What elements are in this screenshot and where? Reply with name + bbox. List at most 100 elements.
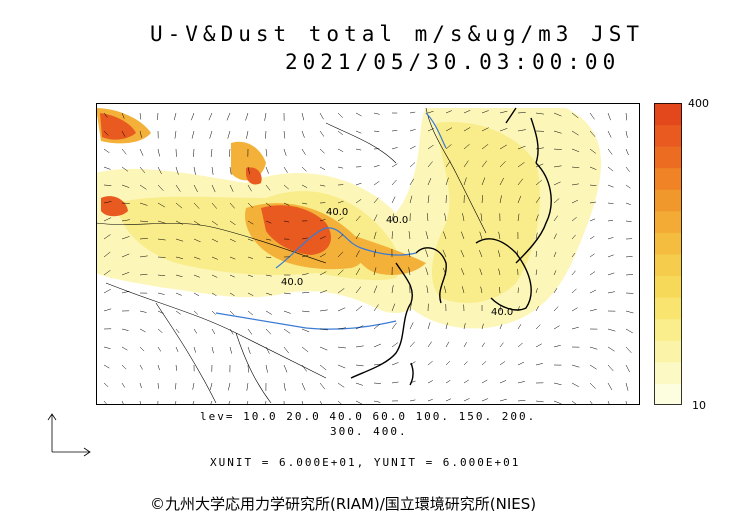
wind-vector xyxy=(499,161,506,168)
wind-vector xyxy=(265,364,268,373)
wind-vector xyxy=(463,398,470,402)
wind-vector xyxy=(427,322,431,330)
wind-vector xyxy=(427,177,432,186)
wind-vector xyxy=(391,362,399,366)
wind-vector xyxy=(445,127,453,132)
wind-vector xyxy=(445,144,452,150)
wind-vector xyxy=(480,213,483,222)
wind-vector xyxy=(229,220,236,226)
wind-vector xyxy=(247,166,251,175)
wind-vector xyxy=(319,364,327,371)
wind-vector xyxy=(442,267,447,276)
wind-vector xyxy=(247,274,254,277)
wind-vector xyxy=(499,110,508,114)
wind-vector xyxy=(229,166,232,175)
contour-label: 40.0 xyxy=(281,277,303,288)
wind-vector xyxy=(442,249,447,258)
wind-vector xyxy=(121,166,129,172)
wind-vector xyxy=(535,306,539,312)
vector-units: XUNIT = 6.000E+01, YUNIT = 6.000E+01 xyxy=(210,456,521,469)
wind-vector xyxy=(139,255,148,258)
wind-vector xyxy=(373,231,377,240)
wind-vector xyxy=(443,231,447,240)
wind-vector xyxy=(157,292,165,295)
wind-vector xyxy=(355,130,362,134)
wind-vector xyxy=(355,382,363,386)
wind-vector xyxy=(121,219,130,222)
wind-vector xyxy=(409,129,416,132)
wind-vector xyxy=(301,292,310,294)
wind-vector xyxy=(193,184,198,193)
wind-vector xyxy=(139,112,142,120)
wind-vector xyxy=(103,251,111,258)
wind-vector xyxy=(481,110,489,114)
wind-vector xyxy=(373,343,382,348)
wind-vector xyxy=(589,218,596,222)
wind-vector xyxy=(445,380,451,384)
wind-vector xyxy=(553,400,562,405)
wind-vector xyxy=(191,112,195,121)
wind-vector xyxy=(481,177,486,186)
wind-vector xyxy=(337,234,344,240)
wind-vector xyxy=(103,382,109,388)
wind-vector xyxy=(499,305,501,312)
wind-vector xyxy=(589,308,597,312)
wind-vector xyxy=(409,145,416,150)
wind-vector xyxy=(625,346,632,353)
wind-vector xyxy=(337,130,344,136)
wind-vector xyxy=(265,292,273,296)
wind-vector xyxy=(139,400,141,405)
wind-vector xyxy=(157,238,166,241)
wind-vector xyxy=(481,398,489,402)
wind-vector xyxy=(445,341,450,348)
wind-vector xyxy=(460,249,465,258)
wind-vector xyxy=(175,310,181,315)
wind-vector xyxy=(463,177,467,186)
wind-vector xyxy=(445,360,451,366)
contour-label: 40.0 xyxy=(491,307,513,318)
wind-vector xyxy=(355,215,361,222)
wind-vector xyxy=(265,220,272,224)
wind-vector xyxy=(193,310,199,315)
wind-vector xyxy=(175,346,179,352)
wind-vector xyxy=(319,290,328,294)
colorbar xyxy=(654,103,682,405)
dust-plume xyxy=(96,108,601,329)
wind-vector xyxy=(481,342,485,348)
wind-vector xyxy=(373,400,381,403)
wind-vector xyxy=(535,163,544,168)
wind-vector xyxy=(427,161,433,168)
wind-vector xyxy=(409,178,414,186)
wind-vector xyxy=(103,166,111,170)
wind-vector xyxy=(409,303,412,312)
wind-vector xyxy=(499,286,501,294)
wind-vector xyxy=(607,254,614,258)
wind-vector xyxy=(535,288,538,294)
wind-vector xyxy=(355,112,362,117)
wind-vector xyxy=(443,285,447,294)
wind-vector xyxy=(625,310,634,314)
wind-vector xyxy=(175,238,184,242)
wind-vector xyxy=(210,148,213,157)
wind-vector xyxy=(301,382,306,391)
wind-vector xyxy=(517,381,525,384)
wind-vector xyxy=(481,361,487,366)
colorbar-step xyxy=(654,189,682,212)
wind-vector xyxy=(337,269,344,276)
wind-vector xyxy=(157,328,163,333)
wind-vector xyxy=(319,148,325,154)
wind-vector xyxy=(319,112,324,120)
wind-vector xyxy=(444,213,447,222)
wind-vector xyxy=(193,328,198,334)
wind-vector xyxy=(479,268,483,276)
wind-vector xyxy=(517,250,519,258)
wind-vector xyxy=(247,202,254,208)
wind-vector xyxy=(463,342,467,348)
wind-vector xyxy=(499,177,504,186)
wind-vector xyxy=(625,364,630,373)
wind-vector xyxy=(535,147,544,150)
wind-vector xyxy=(391,130,398,132)
wind-vector xyxy=(265,166,269,174)
wind-vector xyxy=(103,201,112,204)
wind-vector xyxy=(445,177,449,186)
